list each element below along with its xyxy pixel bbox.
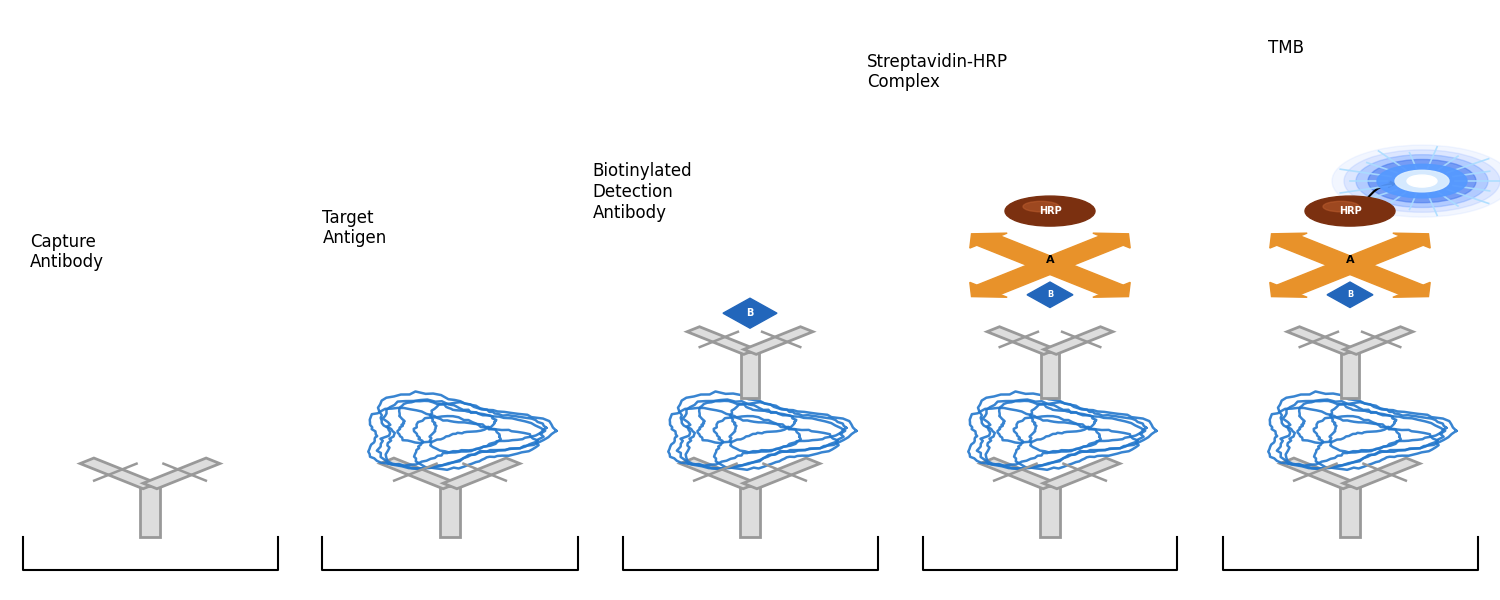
- Bar: [1341, 352, 1359, 398]
- Text: B: B: [1047, 290, 1053, 299]
- Circle shape: [1330, 257, 1370, 273]
- Polygon shape: [1394, 233, 1429, 248]
- Circle shape: [1395, 170, 1449, 192]
- Text: TMB: TMB: [1268, 39, 1304, 57]
- Bar: [741, 486, 759, 537]
- Polygon shape: [980, 458, 1058, 489]
- Text: HRP: HRP: [1038, 206, 1062, 216]
- Text: Capture
Antibody: Capture Antibody: [30, 233, 104, 271]
- Polygon shape: [1394, 283, 1429, 297]
- Polygon shape: [142, 458, 220, 489]
- Polygon shape: [970, 233, 1006, 248]
- Polygon shape: [1287, 327, 1356, 355]
- Circle shape: [1344, 150, 1500, 212]
- Polygon shape: [680, 458, 758, 489]
- Text: A: A: [1346, 256, 1354, 265]
- Circle shape: [1030, 257, 1069, 273]
- Bar: [741, 352, 759, 398]
- Polygon shape: [987, 327, 1056, 355]
- Polygon shape: [1094, 233, 1130, 248]
- Polygon shape: [1342, 458, 1420, 489]
- Polygon shape: [744, 327, 813, 355]
- Text: B: B: [747, 308, 753, 318]
- Circle shape: [1407, 175, 1437, 187]
- Text: Streptavidin-HRP
Complex: Streptavidin-HRP Complex: [867, 53, 1008, 91]
- Polygon shape: [723, 298, 777, 328]
- Polygon shape: [1094, 283, 1130, 297]
- Ellipse shape: [1377, 164, 1467, 198]
- Ellipse shape: [1005, 196, 1095, 226]
- Text: Target
Antigen: Target Antigen: [322, 209, 387, 247]
- Polygon shape: [1344, 327, 1413, 355]
- Circle shape: [1332, 145, 1500, 217]
- Text: HRP: HRP: [1338, 206, 1362, 216]
- Polygon shape: [80, 458, 158, 489]
- Ellipse shape: [1323, 202, 1359, 212]
- Polygon shape: [1280, 458, 1358, 489]
- Bar: [1041, 486, 1059, 537]
- Polygon shape: [1270, 283, 1306, 297]
- Bar: [1341, 486, 1359, 537]
- Polygon shape: [742, 458, 821, 489]
- Bar: [141, 486, 159, 537]
- Text: B: B: [1347, 290, 1353, 299]
- Text: Biotinylated
Detection
Antibody: Biotinylated Detection Antibody: [592, 162, 692, 222]
- Polygon shape: [976, 236, 1124, 295]
- Polygon shape: [976, 236, 1124, 295]
- Circle shape: [1356, 155, 1488, 208]
- Polygon shape: [687, 327, 756, 355]
- Bar: [1041, 352, 1059, 398]
- Circle shape: [1368, 160, 1476, 203]
- Polygon shape: [1276, 236, 1424, 295]
- Polygon shape: [970, 283, 1006, 297]
- Polygon shape: [442, 458, 520, 489]
- Polygon shape: [1044, 327, 1113, 355]
- Ellipse shape: [1305, 196, 1395, 226]
- Polygon shape: [1028, 282, 1072, 308]
- Ellipse shape: [1023, 202, 1059, 212]
- Polygon shape: [1328, 282, 1372, 308]
- Polygon shape: [1270, 233, 1306, 248]
- Polygon shape: [380, 458, 458, 489]
- Polygon shape: [1042, 458, 1120, 489]
- Text: A: A: [1046, 256, 1054, 265]
- Bar: [441, 486, 459, 537]
- Polygon shape: [1276, 236, 1424, 295]
